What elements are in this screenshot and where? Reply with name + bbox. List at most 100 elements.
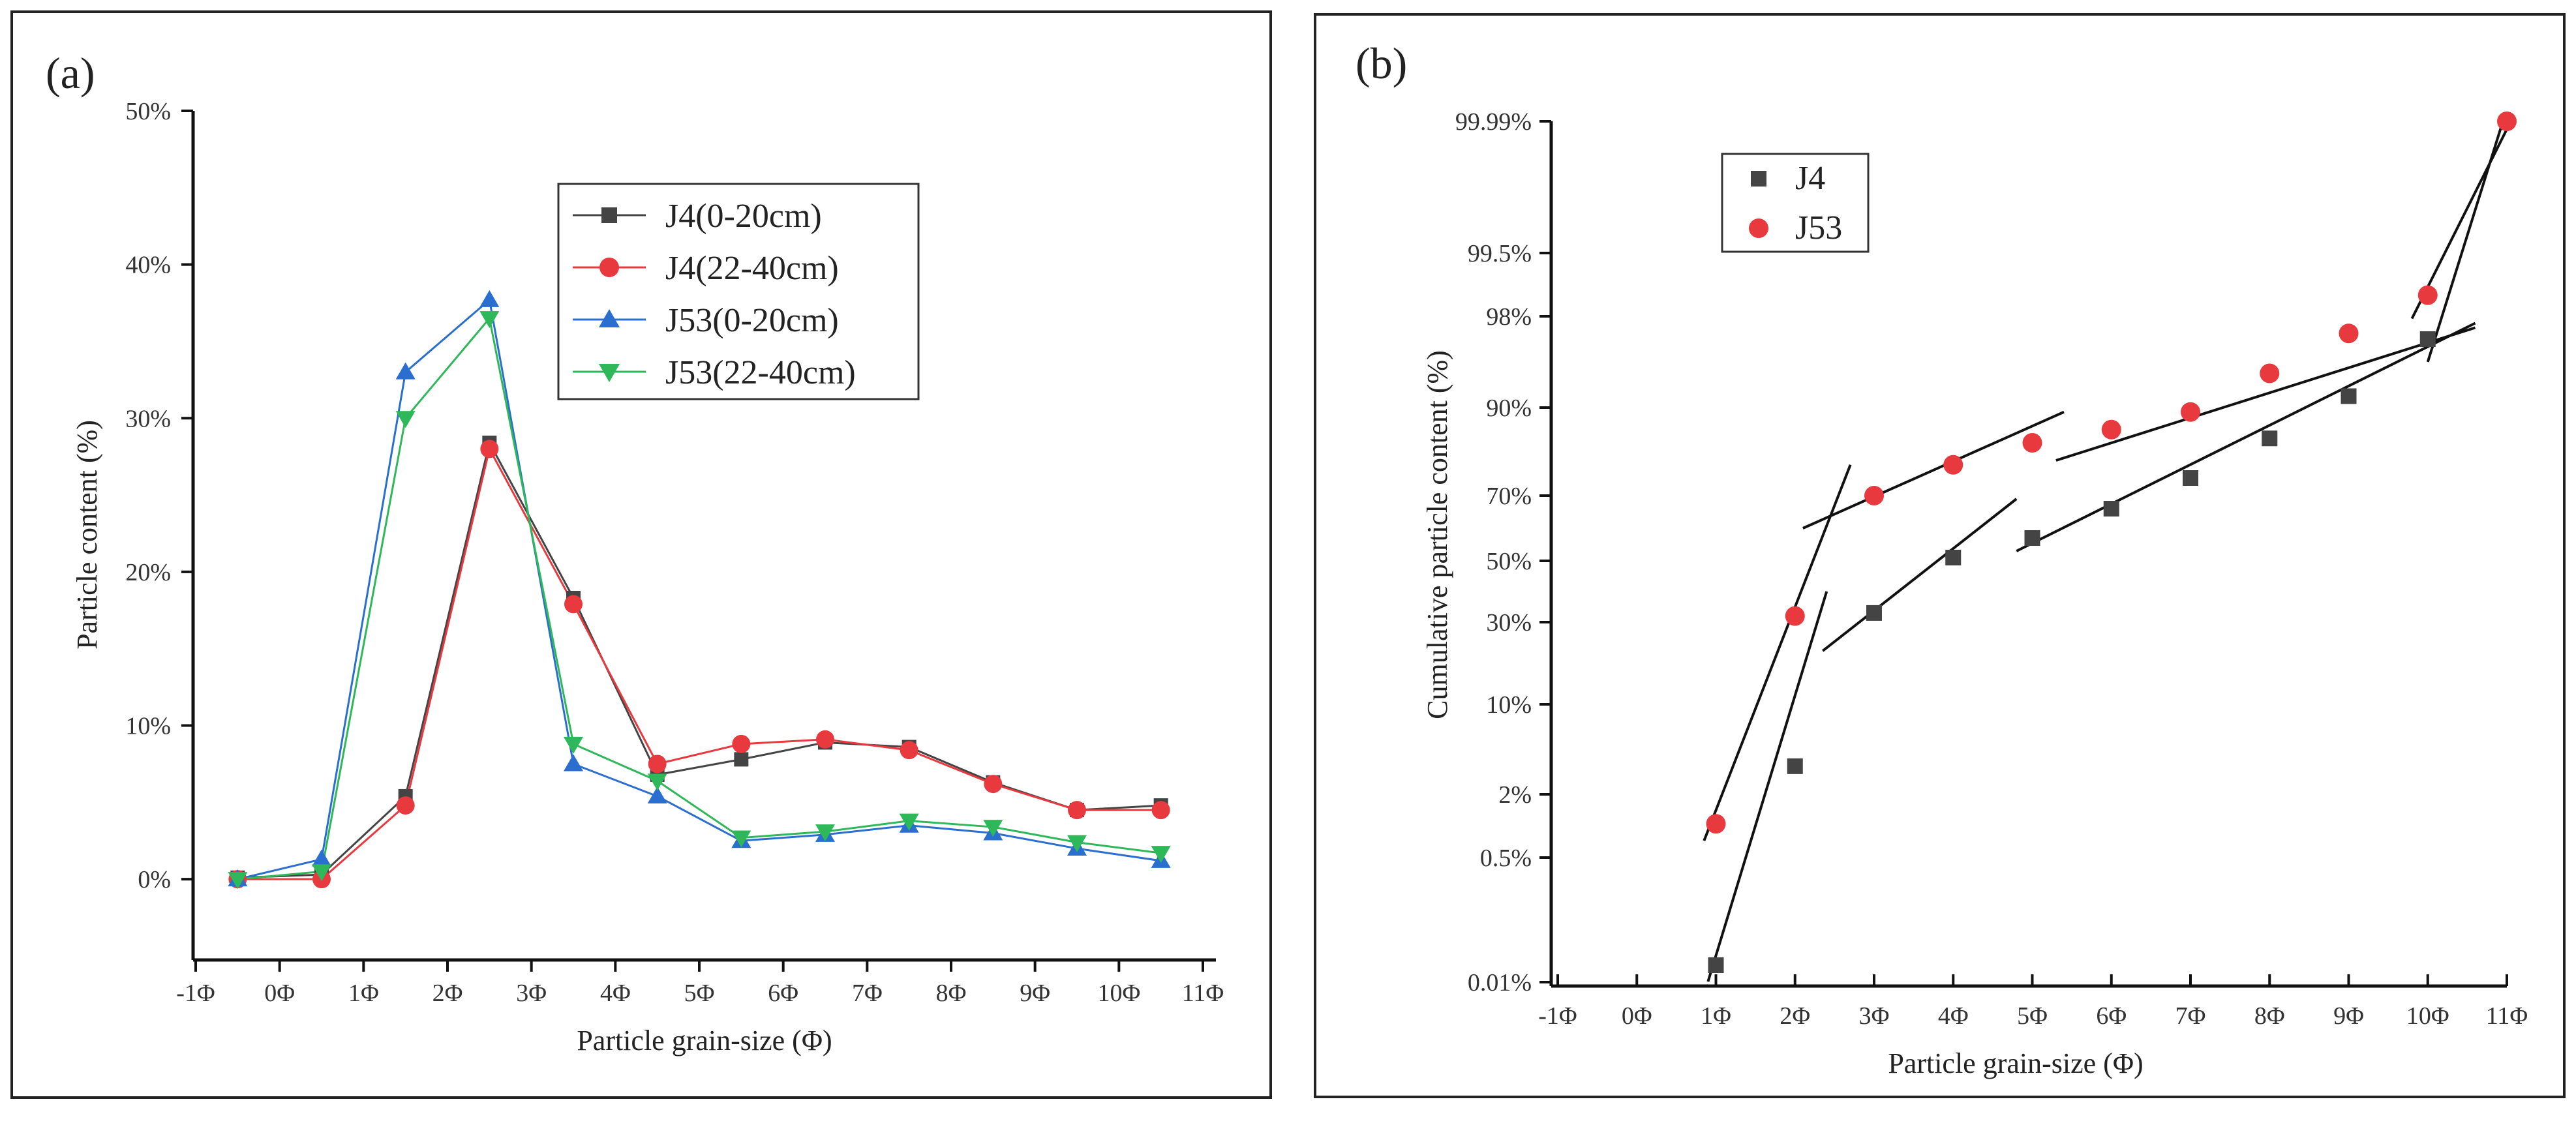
chart-b-y-tick-label: 0.5% <box>1480 845 1532 872</box>
chart-a-x-tick-label: 7Φ <box>852 980 883 1007</box>
chart-b-panel-label: (b) <box>1356 38 1407 88</box>
chart-a-x-tick-label: 9Φ <box>1020 980 1050 1007</box>
chart-a-y-label: Particle content (%) <box>71 420 103 650</box>
chart-b-point-s0-7 <box>2262 430 2278 447</box>
chart-a-point-s2-3 <box>479 290 500 307</box>
chart-a-point-s1-2 <box>396 796 415 815</box>
chart-b-legend-box <box>1721 153 1870 253</box>
chart-b-x-tick-label: 8Φ <box>2254 1002 2285 1030</box>
chart-a-legend: J4(0-20cm) J4(22-40cm) J53(0-20cm) J53(22-4… <box>557 183 920 400</box>
chart-b-y-tick-label: 50% <box>1486 548 1532 575</box>
chart-a-point-s3-6 <box>731 830 751 848</box>
chart-a-legend-label-1: J4(22-40cm) <box>665 250 839 287</box>
chart-a-line-2 <box>237 297 1161 880</box>
chart-b-point-s1-7 <box>2260 363 2280 383</box>
chart-b-fit-line-5 <box>2016 322 2476 552</box>
chart-a-legend-label-2: J53(0-20cm) <box>665 302 839 339</box>
chart-a: (a) -1Φ 0Φ 1Φ 2Φ 3Φ 4Φ 5Φ 6Φ 7Φ 8Φ 9Φ 10Φ 11Φ 0% 10% 20… <box>10 10 1272 1099</box>
chart-a-legend-box <box>557 183 920 400</box>
chart-a-legend-label-3: J53(22-40cm) <box>665 354 856 391</box>
chart-a-x-tick-label: 5Φ <box>684 980 715 1007</box>
chart-b-y-tick-label: 99.5% <box>1468 240 1532 267</box>
chart-b-frame <box>1314 13 2566 1098</box>
chart-b-point-s1-5 <box>2101 419 2121 440</box>
chart-a-x-tick-label: 11Φ <box>1182 980 1224 1007</box>
chart-b-point-s1-0 <box>1706 814 1726 834</box>
chart-b-point-s0-6 <box>2183 470 2198 486</box>
chart-a-y-tick-label: 10% <box>125 713 171 740</box>
chart-a-x-tick-label: 3Φ <box>516 980 547 1007</box>
chart-b-point-s1-10 <box>2497 112 2517 131</box>
chart-b-x-tick-label: 11Φ <box>2486 1002 2528 1030</box>
chart-a-point-s1-8 <box>900 741 918 760</box>
chart-a-x-label: Particle grain-size (Φ) <box>577 1025 832 1056</box>
chart-b-y-tick-label: 90% <box>1486 395 1532 422</box>
chart-a-panel-label: (a) <box>46 48 95 98</box>
chart-b-point-s0-9 <box>2419 331 2436 347</box>
chart-a-point-s2-2 <box>395 362 416 380</box>
chart-b-fit-line-4 <box>1802 410 2065 530</box>
chart-b-point-s1-6 <box>2181 402 2200 422</box>
chart-b-point-s0-5 <box>2103 501 2119 517</box>
chart-b-point-s1-4 <box>2022 433 2042 453</box>
chart-b: (b) -1Φ 0Φ 1Φ 2Φ 3Φ 4Φ 5Φ 6Φ 7Φ 8Φ 9Φ 10Φ 11Φ 99.99% 9… <box>1314 13 2566 1098</box>
chart-a-point-s2-4 <box>564 754 583 771</box>
chart-b-point-s1-8 <box>2339 323 2359 344</box>
chart-a-point-s3-2 <box>395 411 416 428</box>
chart-a-point-s3-8 <box>899 813 919 831</box>
chart-b-fit-line-1 <box>1821 498 2018 652</box>
chart-a-legend-marker-1 <box>599 258 619 277</box>
chart-b-y-tick-label: 70% <box>1486 483 1532 510</box>
chart-b-point-s0-1 <box>1787 758 1803 774</box>
chart-b-x-tick-label: 0Φ <box>1622 1002 1652 1030</box>
chart-a-line-0 <box>237 440 1161 879</box>
chart-a-point-s1-6 <box>732 734 751 753</box>
chart-b-point-s0-3 <box>1945 550 1962 565</box>
chart-a-legend-marker-3 <box>599 364 620 382</box>
chart-a-point-s1-3 <box>480 440 499 458</box>
chart-a-point-s1-9 <box>984 775 1003 794</box>
chart-b-legend-label-1: J53 <box>1795 209 1842 247</box>
chart-b-point-s0-8 <box>2341 388 2357 404</box>
chart-a-x-tick-label: 1Φ <box>348 980 379 1007</box>
chart-a-markers <box>228 290 1171 890</box>
chart-b-x-label: Particle grain-size (Φ) <box>1888 1047 2143 1079</box>
chart-b-y-label: Cumulative particle content (%) <box>1421 350 1453 719</box>
chart-a-point-s3-11 <box>1151 846 1171 863</box>
chart-a-legend-entries: J4(0-20cm) J4(22-40cm) J53(0-20cm) J53(22-4… <box>573 198 856 391</box>
chart-a-point-s3-5 <box>647 773 667 791</box>
chart-a-legend-label-0: J4(0-20cm) <box>665 198 822 235</box>
chart-a-point-s1-5 <box>648 755 667 773</box>
chart-a-line-3 <box>237 316 1161 880</box>
chart-a-point-s3-0 <box>228 872 248 890</box>
chart-b-y-tick-label: 98% <box>1486 303 1532 331</box>
chart-a-legend-marker-2 <box>599 309 620 327</box>
chart-a-point-s3-1 <box>312 864 331 882</box>
chart-b-x-tick-label: 5Φ <box>2017 1002 2048 1030</box>
chart-b-x-tick-label: 7Φ <box>2175 1002 2206 1030</box>
chart-b-y-tick-label: 0.01% <box>1468 969 1532 996</box>
chart-a-y-tick-label: 20% <box>125 559 171 586</box>
chart-b-legend-marker-0 <box>1751 171 1766 187</box>
chart-a-point-s1-10 <box>1068 801 1086 820</box>
chart-b-point-s0-0 <box>1708 957 1724 973</box>
chart-b-markers <box>1706 112 2517 973</box>
chart-b-x-tick-label: 10Φ <box>2406 1002 2449 1030</box>
chart-a-y-tick-label: 50% <box>125 98 171 125</box>
chart-b-point-s1-2 <box>1864 486 1884 505</box>
chart-a-series-lines <box>237 297 1161 880</box>
chart-b-x-tick-label: 4Φ <box>1938 1002 1969 1030</box>
chart-a-point-s0-6 <box>734 752 749 767</box>
chart-a-line-1 <box>237 446 1161 880</box>
chart-b-x-tick-label: 2Φ <box>1780 1002 1810 1030</box>
chart-b-point-s1-9 <box>2417 285 2438 305</box>
chart-a-point-s3-10 <box>1067 835 1087 852</box>
chart-b-x-tick-label: 1Φ <box>1701 1002 1731 1030</box>
chart-b-x-tick-label: 6Φ <box>2096 1002 2127 1030</box>
chart-a-point-s2-1 <box>312 849 331 867</box>
chart-a-x-tick-label: -1Φ <box>176 980 215 1007</box>
chart-b-fit-line-3 <box>1706 591 1828 982</box>
